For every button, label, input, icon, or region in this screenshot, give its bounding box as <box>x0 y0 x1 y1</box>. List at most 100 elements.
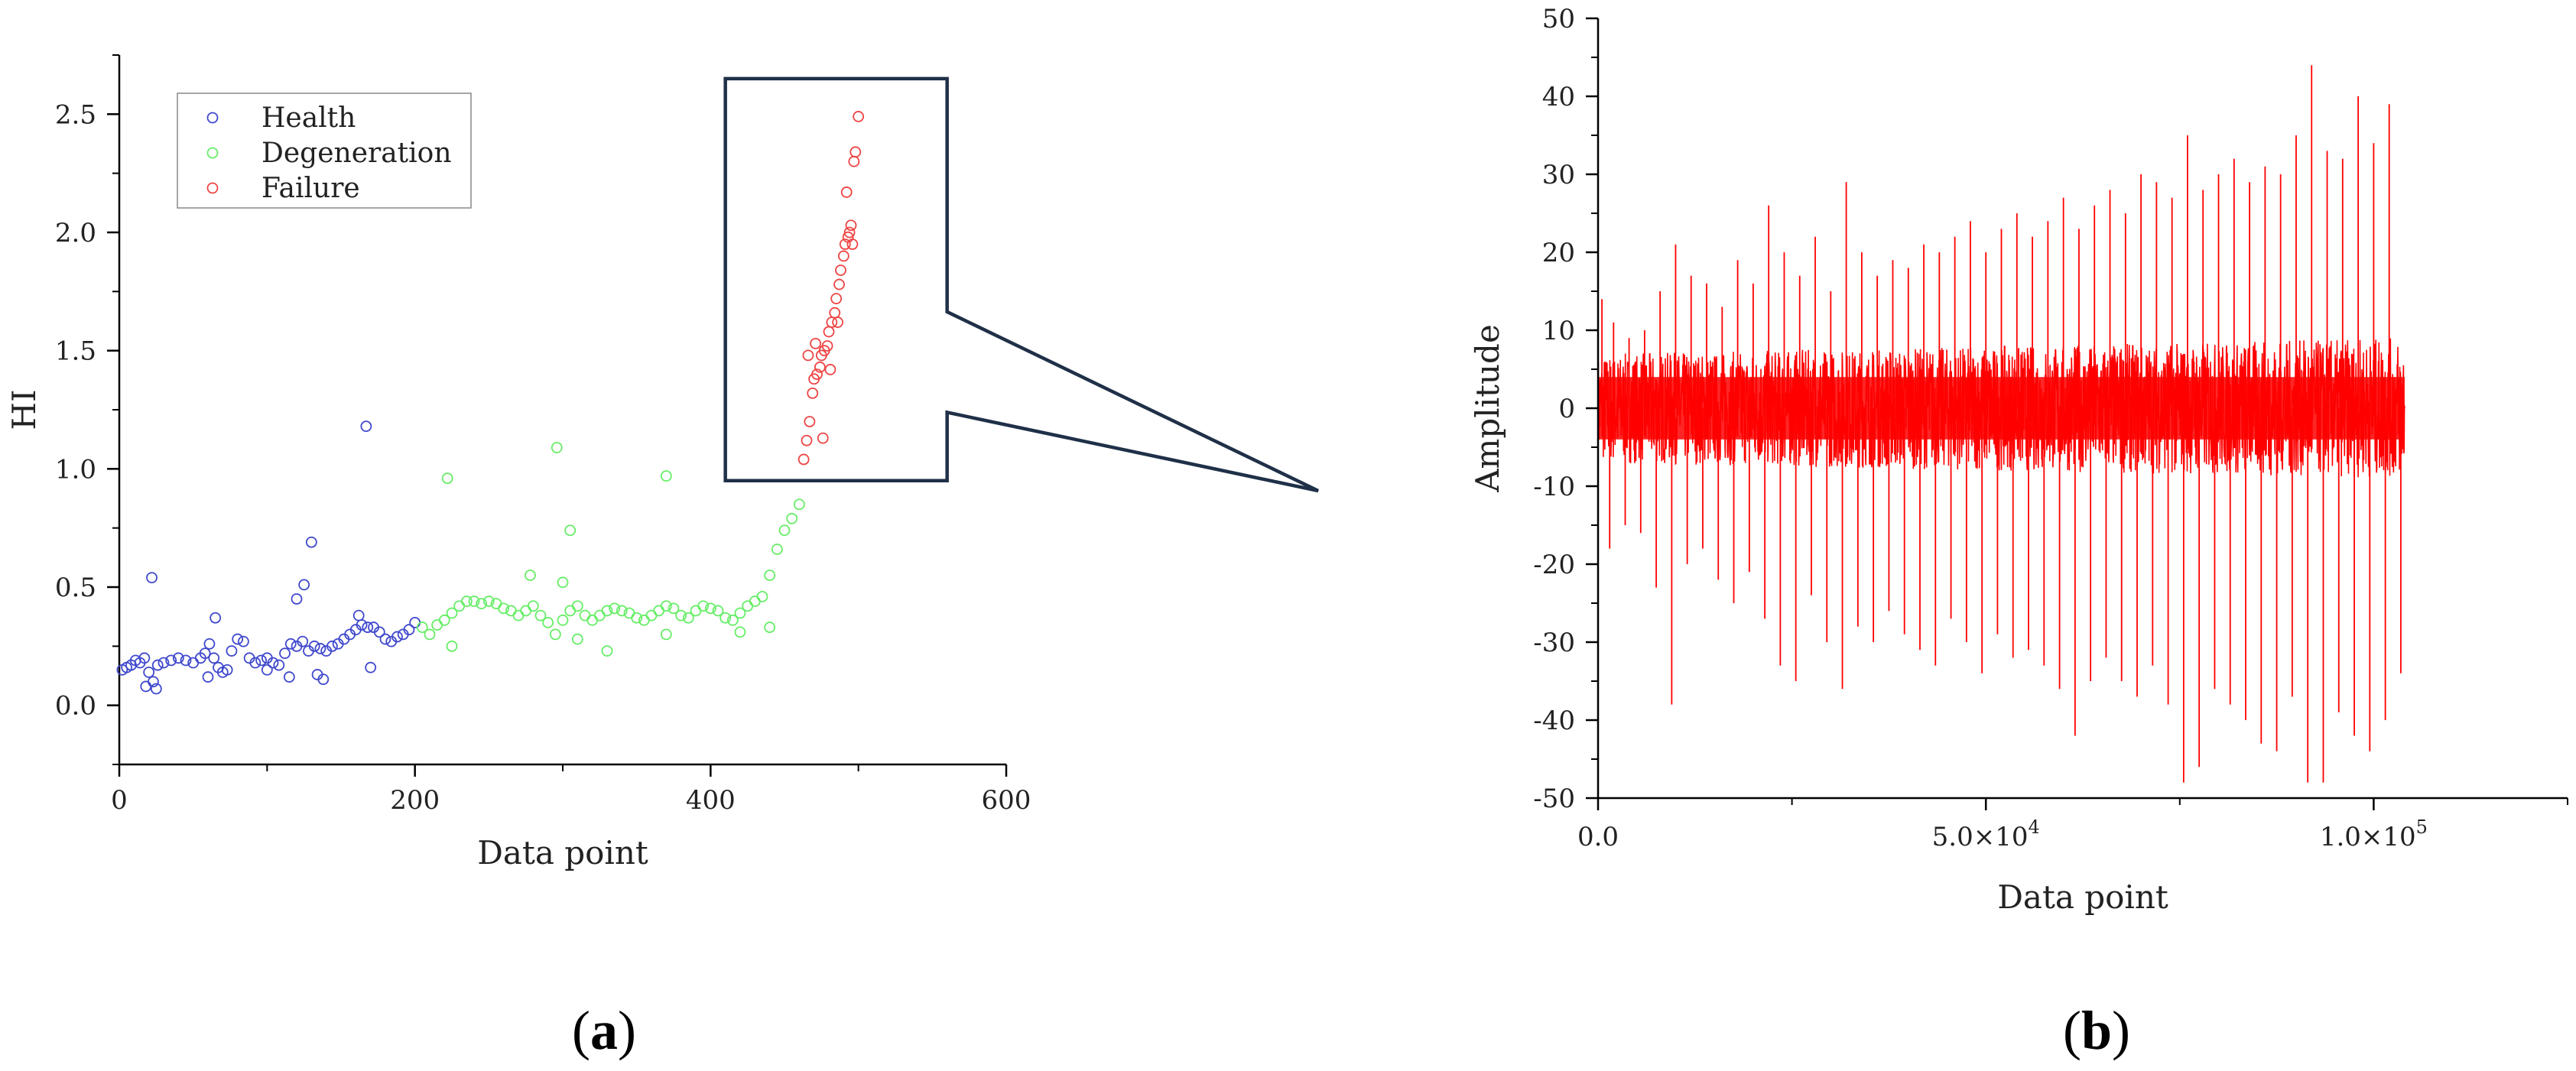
a-point-failure <box>832 316 843 328</box>
a-point-degeneration <box>734 626 746 638</box>
a-point-degeneration <box>645 609 658 622</box>
a-legend-marker <box>206 182 219 194</box>
a-point-degeneration <box>441 472 453 485</box>
a-point-degeneration <box>564 524 577 537</box>
a-point-health <box>267 657 279 669</box>
a-point-degeneration <box>660 470 672 482</box>
a-point-health <box>150 683 162 695</box>
a-point-health <box>172 652 184 664</box>
a-y-axis-label: HI <box>5 389 43 430</box>
b-y-tick-label: -50 <box>1533 784 1575 814</box>
signal-chart-panel: -50 -40 -30 -20 -10 0 10 20 30 40 50 0.0 5.0×104 1.0×… <box>1469 4 2568 1061</box>
a-point-degeneration <box>616 605 628 617</box>
a-point-degeneration <box>771 544 783 555</box>
a-point-health <box>317 673 330 686</box>
a-point-failure <box>848 155 860 167</box>
a-point-degeneration <box>764 622 776 633</box>
a-point-failure <box>826 316 838 328</box>
a-y-tick-label: 0.0 <box>55 691 96 722</box>
a-zoom-callout-box <box>723 76 1319 493</box>
a-panel-letter: a <box>590 1000 618 1061</box>
b-x-tick-exponent: 5 <box>2416 816 2428 838</box>
a-point-degeneration <box>764 570 776 581</box>
a-point-degeneration <box>534 609 547 622</box>
a-point-failure <box>853 111 865 122</box>
a-legend-marker <box>206 147 219 159</box>
a-point-degeneration <box>438 614 450 626</box>
a-point-health <box>298 579 310 591</box>
a-point-failure <box>811 368 823 381</box>
a-point-failure <box>802 349 814 362</box>
a-point-health <box>146 572 158 584</box>
a-point-degeneration <box>468 596 480 607</box>
b-signal-band <box>1597 338 2405 478</box>
b-x-tick-exponent: 4 <box>2028 816 2039 838</box>
b-y-tick-label: -30 <box>1533 628 1575 658</box>
a-point-health <box>279 647 291 660</box>
a-point-health <box>221 664 233 676</box>
a-point-degeneration <box>453 600 466 612</box>
a-y-tick-label: 2.5 <box>55 99 96 130</box>
a-point-failure <box>821 340 833 352</box>
a-point-degeneration <box>720 612 732 624</box>
a-point-health <box>158 657 170 669</box>
a-point-degeneration <box>601 645 613 657</box>
a-y-tick-label: 2.0 <box>55 218 96 248</box>
a-point-degeneration <box>675 609 687 622</box>
a-point-degeneration <box>742 600 754 612</box>
a-x-tick-label: 600 <box>982 785 1031 816</box>
a-point-degeneration <box>571 633 583 645</box>
a-point-health <box>391 631 403 643</box>
a-point-degeneration <box>726 614 739 626</box>
a-point-degeneration <box>586 614 599 626</box>
a-point-health <box>140 680 152 693</box>
a-x-tick-label: 400 <box>686 785 736 816</box>
b-x-tick-label: 5.0×104 <box>1932 816 2040 852</box>
a-point-health <box>249 657 261 669</box>
b-y-tick-label: -20 <box>1533 550 1575 580</box>
a-point-health <box>210 612 222 624</box>
a-point-failure <box>833 278 845 290</box>
a-point-health <box>180 654 192 667</box>
b-panel-letter: b <box>2081 1000 2112 1061</box>
a-point-degeneration <box>593 609 606 622</box>
a-point-degeneration <box>424 628 436 641</box>
a-point-health <box>326 640 338 652</box>
a-point-degeneration <box>525 570 536 581</box>
a-point-failure <box>823 326 835 338</box>
a-point-degeneration <box>660 600 672 612</box>
a-scatter-points <box>116 111 865 695</box>
a-point-failure <box>804 416 816 427</box>
b-y-tick-label: 0 <box>1558 394 1575 424</box>
b-y-axis-label: Amplitude <box>1469 324 1506 493</box>
a-point-degeneration <box>476 598 488 610</box>
a-point-failure <box>843 226 856 239</box>
a-point-health <box>403 624 415 636</box>
a-point-degeneration <box>446 607 458 619</box>
a-point-failure <box>849 146 862 158</box>
a-point-degeneration <box>668 602 680 615</box>
a-point-degeneration <box>697 600 710 612</box>
a-point-degeneration <box>749 596 761 607</box>
a-point-health <box>232 633 244 645</box>
a-point-failure <box>824 364 836 375</box>
a-point-degeneration <box>446 640 458 652</box>
a-point-failure <box>801 434 813 446</box>
a-x-axis-label: Data point <box>477 834 648 871</box>
a-legend-box <box>177 92 472 209</box>
a-point-health <box>143 666 155 678</box>
a-point-degeneration <box>551 442 563 453</box>
a-point-degeneration <box>431 619 443 631</box>
a-point-degeneration <box>690 605 702 617</box>
a-point-health <box>373 626 385 638</box>
a-point-failure <box>814 361 826 373</box>
b-signal-trace <box>1597 65 2405 783</box>
a-point-failure <box>837 250 849 262</box>
b-y-tick-label: 10 <box>1542 316 1575 346</box>
a-point-health <box>297 635 309 647</box>
a-point-health <box>360 420 372 433</box>
a-legend-marker <box>206 112 219 124</box>
a-point-degeneration <box>557 614 569 626</box>
a-point-health <box>199 647 211 660</box>
b-y-tick-label: -40 <box>1533 706 1575 736</box>
